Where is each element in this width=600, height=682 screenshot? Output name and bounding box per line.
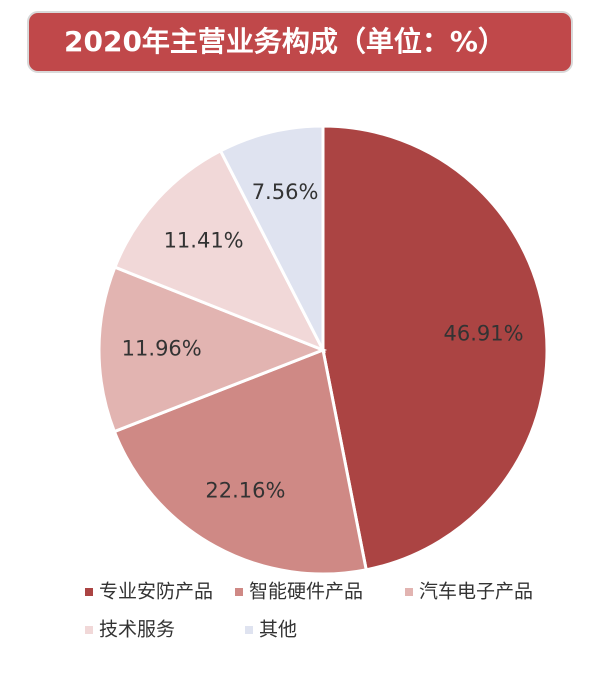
data-label: 11.96% <box>122 336 202 360</box>
legend-marker <box>85 626 93 634</box>
chart-title: 2020年主营业务构成（单位：%） <box>64 25 506 58</box>
legend-label: 汽车电子产品 <box>419 581 533 603</box>
data-label: 46.91% <box>443 321 523 345</box>
legend-label: 智能硬件产品 <box>249 581 363 603</box>
pie-slice <box>97 265 328 434</box>
legend-marker <box>235 588 243 596</box>
legend-label: 专业安防产品 <box>99 581 213 603</box>
legend-marker <box>245 626 253 634</box>
data-label: 11.41% <box>164 229 244 253</box>
pie-slice <box>112 347 368 576</box>
pie-slice <box>112 148 327 353</box>
legend-label: 技术服务 <box>99 619 175 641</box>
pie-slice <box>321 124 549 572</box>
legend-label: 其他 <box>259 619 297 641</box>
data-label: 7.56% <box>252 180 319 204</box>
legend-marker <box>405 588 413 596</box>
legend-marker <box>85 588 93 596</box>
pie-slice <box>218 124 325 351</box>
title-banner <box>27 11 573 73</box>
data-label: 22.16% <box>205 478 285 502</box>
